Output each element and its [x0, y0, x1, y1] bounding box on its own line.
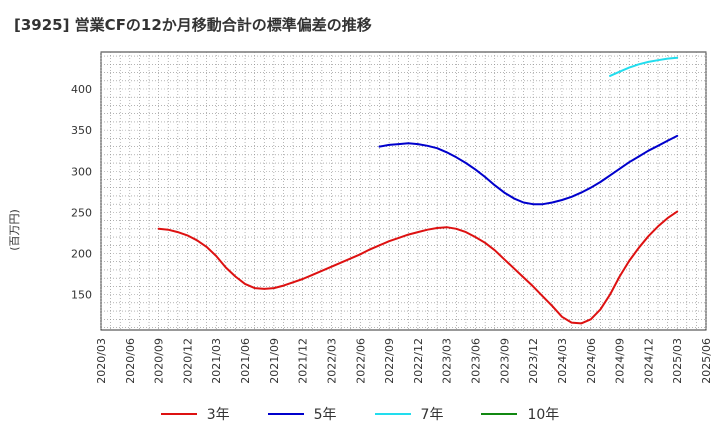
x-tick-label: 2024/06: [585, 338, 598, 384]
legend-swatch-3y: [160, 413, 197, 415]
y-tick-labels: 150 200 250 300 350 400: [71, 83, 92, 302]
x-tick-label: 2022/09: [383, 338, 396, 384]
y-tick-label: 400: [71, 83, 92, 96]
y-tick-label: 250: [71, 206, 92, 219]
legend-label-7y: 7年: [420, 407, 444, 423]
legend-item-3y: 3年: [160, 403, 230, 425]
series-lines: [157, 56, 679, 325]
x-tick-label: 2021/09: [268, 338, 281, 384]
y-tick-label: 350: [71, 124, 92, 137]
legend-item-5y: 5年: [267, 403, 337, 425]
legend-swatch-5y: [267, 413, 304, 415]
x-tick-label: 2025/06: [700, 338, 713, 384]
x-tick-label: 2020/06: [124, 338, 137, 384]
x-tick-label: 2020/09: [153, 338, 166, 384]
x-tick-label: 2024/03: [556, 338, 569, 384]
x-tick-label: 2020/12: [181, 338, 194, 384]
x-tick-labels: 2020/03 2020/06 2020/09 2020/12 2021/03 2021/…: [95, 338, 713, 384]
x-tick-label: 2025/03: [671, 338, 684, 384]
x-tick-label: 2022/12: [412, 338, 425, 384]
x-tick-label: 2021/06: [239, 338, 252, 384]
legend-swatch-10y: [481, 413, 518, 415]
x-tick-label: 2023/06: [470, 338, 483, 384]
legend-label-10y: 10年: [527, 407, 560, 423]
x-tick-label: 2023/03: [441, 338, 454, 384]
y-tick-label: 200: [71, 248, 92, 261]
x-tick-label: 2024/12: [642, 338, 655, 384]
x-tick-label: 2021/03: [210, 338, 223, 384]
series-line-5y: [378, 134, 679, 206]
legend-label-5y: 5年: [313, 407, 337, 423]
x-tick-label: 2021/12: [297, 338, 310, 384]
x-tick-label: 2023/12: [527, 338, 540, 384]
y-tick-label: 300: [71, 165, 92, 178]
x-tick-label: 2022/06: [354, 338, 367, 384]
x-tick-label: 2024/09: [614, 338, 627, 384]
chart-title: [3925] 営業CFの12か月移動合計の標準偏差の推移: [14, 16, 372, 34]
x-tick-label: 2020/03: [95, 338, 108, 384]
legend-swatch-7y: [374, 413, 411, 415]
x-tick-label: 2022/03: [325, 338, 338, 384]
x-tick-label: 2023/09: [498, 338, 511, 384]
series-line-3y: [157, 210, 679, 325]
series-line-7y: [609, 56, 679, 77]
legend-item-7y: 7年: [374, 403, 444, 425]
legend-item-10y: 10年: [481, 403, 559, 425]
legend-label-3y: 3年: [206, 407, 230, 423]
y-tick-label: 150: [71, 289, 92, 302]
legend: 3年 5年 7年 10年: [0, 403, 720, 425]
plot-area: [100, 51, 707, 331]
